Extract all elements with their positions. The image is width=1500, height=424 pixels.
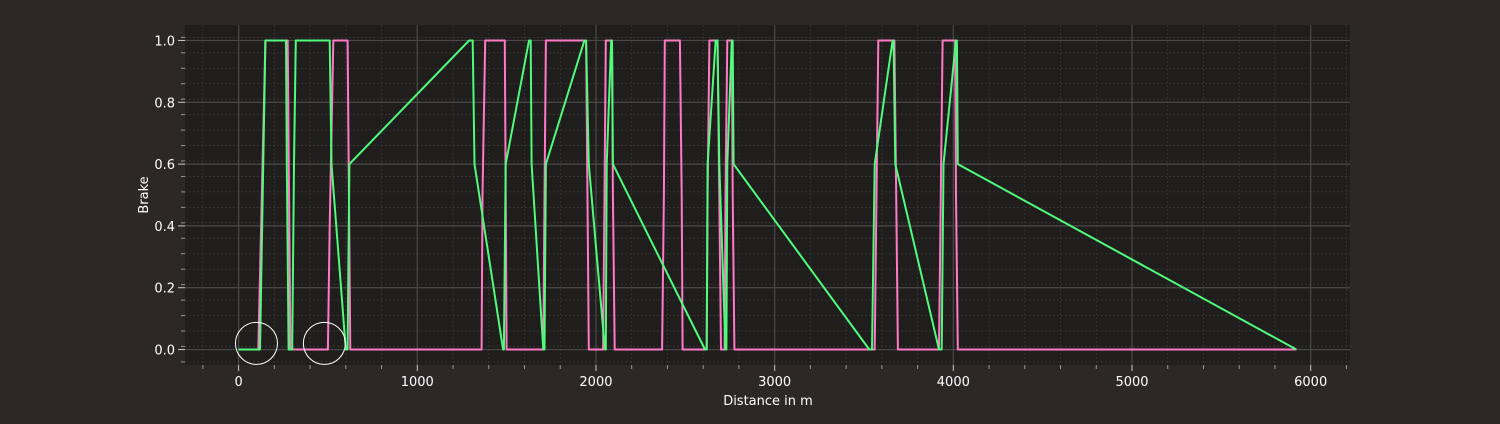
plot-area [185, 25, 1350, 365]
grid-minor [185, 25, 1350, 365]
y-tick-label: 0.2 [154, 282, 175, 297]
y-tick-label: 1.0 [154, 34, 175, 49]
x-tick-label: 4000 [937, 375, 970, 390]
x-tick-label: 1000 [401, 375, 434, 390]
annotation-circle [234, 321, 278, 365]
y-tick-label: 0.6 [154, 158, 175, 173]
x-tick-label: 0 [234, 375, 242, 390]
series-line-1 [238, 39, 1297, 351]
x-tick-label: 3000 [758, 375, 791, 390]
y-axis-label: Brake [137, 176, 152, 213]
y-tick-label: 0.4 [154, 220, 175, 235]
x-tick-label: 6000 [1294, 375, 1327, 390]
y-tick-label: 0.0 [154, 344, 175, 359]
y-tick-label: 0.8 [154, 96, 175, 111]
axes-layer: 0 1000 2000 3000 4000 5000 6000 0.0 0.2 0.4 0.6 0.8… [154, 34, 1347, 390]
annotation-layer [234, 321, 346, 365]
series-layer [238, 39, 1297, 351]
annotation-circle [302, 321, 346, 365]
x-axis-label: Distance in m [723, 394, 813, 409]
x-tick-label: 5000 [1115, 375, 1148, 390]
x-tick-label: 2000 [579, 375, 612, 390]
series-line-2 [238, 39, 1297, 351]
